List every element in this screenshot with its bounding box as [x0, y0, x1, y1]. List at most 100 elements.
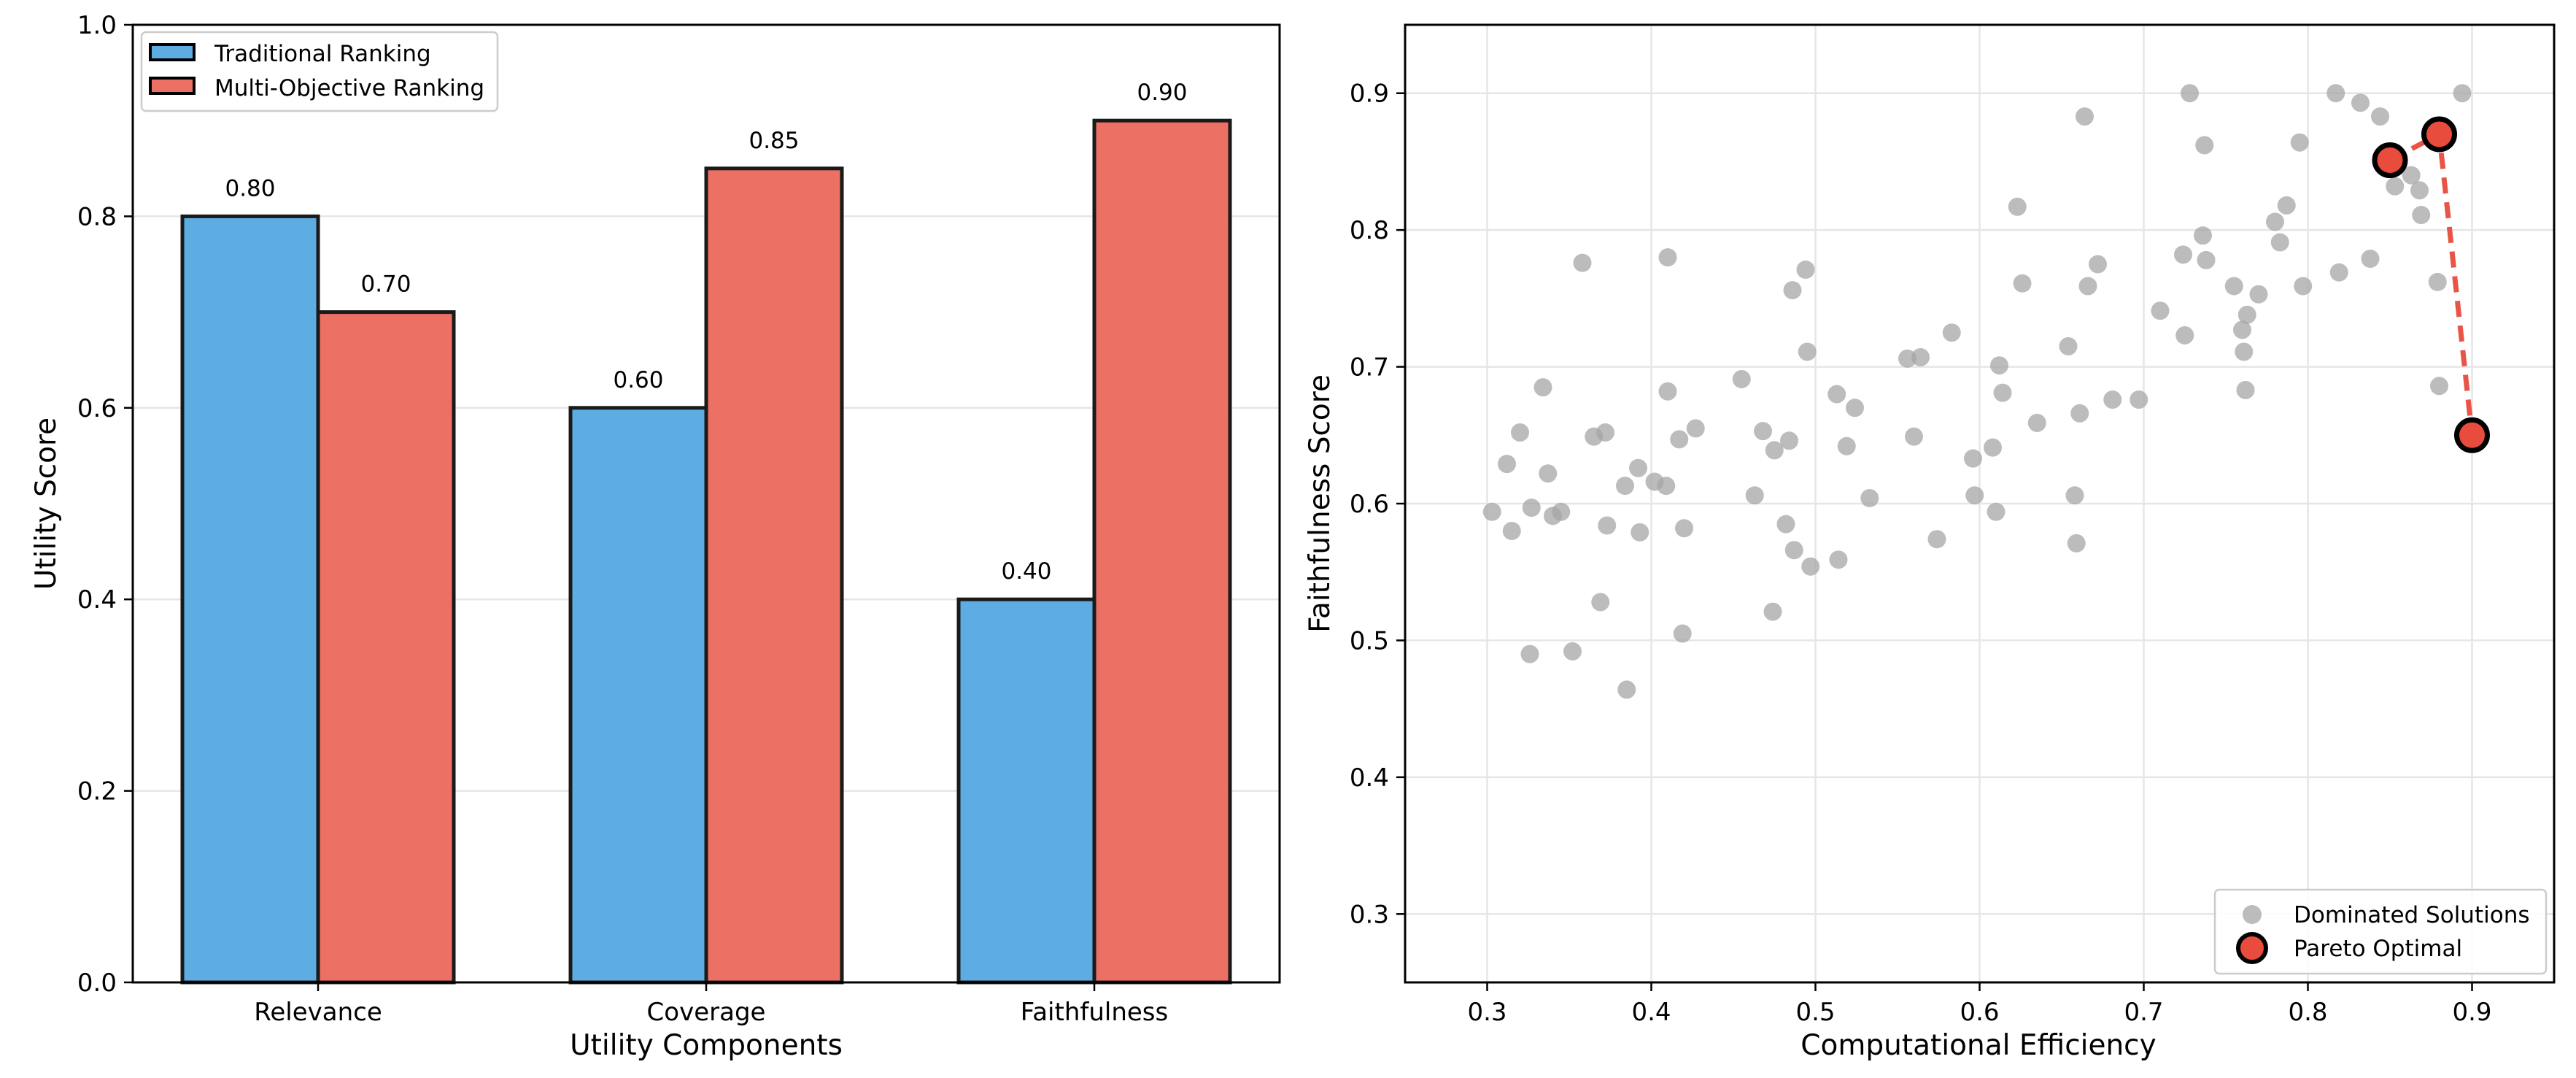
dominated-point: [1927, 530, 1946, 549]
dominated-point: [1658, 248, 1677, 267]
dominated-point: [1942, 323, 1961, 342]
dominated-point: [2174, 245, 2192, 264]
dominated-point: [2151, 301, 2170, 320]
dominated-point: [2065, 486, 2084, 505]
dominated-point: [1776, 515, 1795, 534]
bar-y-tick-label: 0.6: [77, 394, 117, 423]
scatter-y-tick-label: 0.7: [1350, 353, 1389, 382]
bar-value-label: 0.40: [1001, 558, 1051, 585]
dominated-point: [1860, 489, 1879, 508]
dominated-point: [1498, 455, 1516, 474]
bar-x-axis-ticks: Relevance Coverage Faithfulness: [254, 982, 1168, 1027]
dominated-point: [2270, 233, 2289, 252]
bar-y-tick-label: 0.0: [77, 969, 117, 998]
scatter-y-axis-ticks: 0.3 0.4 0.5 0.6 0.7 0.8 0.9: [1350, 80, 1405, 929]
dominated-point: [1522, 498, 1541, 517]
dominated-point: [2290, 133, 2309, 152]
dominated-point: [2235, 342, 2254, 361]
dominated-point: [2412, 206, 2431, 225]
dominated-point: [2402, 166, 2421, 185]
scatter-x-tick-label: 0.4: [1631, 998, 1671, 1027]
scatter-y-axis-label: Faithfulness Score: [1304, 374, 1337, 633]
dominated-point: [1629, 458, 1647, 477]
dominated-point: [2059, 336, 2078, 355]
legend-label-pareto: Pareto Optimal: [2294, 936, 2462, 962]
bar-traditional-coverage: [568, 406, 708, 985]
bar-y-axis-ticks: 0.0 0.2 0.4 0.6 0.8 1.0: [77, 11, 133, 998]
dominated-point: [2195, 136, 2214, 155]
dominated-point: [1573, 253, 1592, 272]
dominated-point: [1993, 383, 2012, 402]
bar-traditional-relevance: [180, 214, 320, 985]
dominated-point: [1616, 477, 1634, 496]
legend-label-traditional: Traditional Ranking: [214, 41, 431, 67]
dominated-point: [1539, 464, 1558, 483]
dominated-point: [1591, 593, 1610, 612]
dominated-point: [2277, 196, 2296, 215]
dominated-point: [2070, 404, 2089, 423]
dominated-point: [2361, 250, 2380, 269]
bar-value-labels: 0.80 0.70 0.60 0.85 0.40 0.90: [225, 80, 1187, 585]
dominated-point: [1563, 642, 1582, 661]
dominated-point: [2013, 274, 2032, 293]
dominated-point: [1846, 399, 1864, 417]
dominated-point: [2194, 226, 2212, 245]
bar-value-label: 0.90: [1137, 80, 1187, 106]
dominated-point: [1911, 347, 1930, 366]
dominated-point: [1686, 419, 1705, 438]
scatter-x-tick-label: 0.5: [1795, 998, 1835, 1027]
bar-value-label: 0.80: [225, 175, 275, 201]
dominated-point: [1965, 486, 1984, 505]
dominated-point: [2371, 107, 2389, 126]
dominated-point: [2249, 285, 2268, 304]
dominated-point: [2027, 413, 2046, 432]
dominated-point: [1763, 602, 1782, 621]
dominated-point: [2089, 255, 2107, 274]
dominated-point: [1520, 644, 1539, 663]
scatter-y-tick-label: 0.4: [1350, 763, 1389, 793]
bar-x-axis-label: Utility Components: [570, 1029, 843, 1062]
dominated-point: [1552, 502, 1571, 521]
dominated-point: [1783, 281, 1802, 300]
dominated-point: [2410, 181, 2429, 200]
dominated-point: [2008, 197, 2027, 216]
pareto-point: [2421, 116, 2457, 153]
bar-y-tick-label: 0.2: [77, 777, 117, 806]
dominated-point: [1754, 422, 1772, 441]
dominated-point: [1658, 382, 1677, 401]
bar-multi-objective-faithfulness: [1092, 118, 1232, 985]
dominated-point: [1745, 486, 1764, 505]
scatter-legend: Dominated Solutions Pareto Optimal: [2213, 888, 2548, 975]
dominated-point: [2351, 93, 2370, 112]
dominated-point: [1798, 342, 1817, 361]
scatter-y-tick-label: 0.5: [1350, 626, 1389, 655]
scatter-y-tick-label: 0.9: [1350, 80, 1389, 109]
scatter-y-tick-label: 0.3: [1350, 900, 1389, 929]
dominated-point: [2236, 380, 2255, 399]
bar-x-tick-label: Faithfulness: [1021, 998, 1168, 1027]
bar-multi-objective-coverage: [704, 166, 844, 985]
dominated-point: [1675, 519, 1693, 538]
dominated-point: [1657, 477, 1676, 496]
dominated-point: [2326, 84, 2345, 103]
scatter-x-axis-label: Computational Efficiency: [1801, 1029, 2156, 1062]
dominated-point: [1732, 369, 1751, 388]
dominated-point: [1511, 423, 1529, 442]
dominated-point: [1596, 423, 1614, 442]
bar-value-label: 0.60: [613, 367, 663, 393]
dominated-point: [2266, 212, 2284, 231]
bar-legend: Traditional Ranking Multi-Objective Rank…: [140, 31, 499, 112]
legend-marker-dominated: [2243, 905, 2262, 924]
dominated-point: [2078, 277, 2097, 296]
dominated-point: [1827, 385, 1846, 404]
dominated-point: [1482, 502, 1501, 521]
dominated-point: [1765, 441, 1784, 460]
pareto-point: [2454, 417, 2490, 453]
scatter-legend-box: [2213, 888, 2548, 975]
bar-value-label: 0.85: [749, 128, 799, 154]
scatter-y-tick-label: 0.6: [1350, 490, 1389, 519]
dominated-point: [1780, 431, 1798, 450]
legend-label-multi-objective: Multi-Objective Ranking: [214, 75, 484, 101]
dominated-point: [2430, 377, 2448, 396]
dominated-point: [2197, 250, 2216, 269]
